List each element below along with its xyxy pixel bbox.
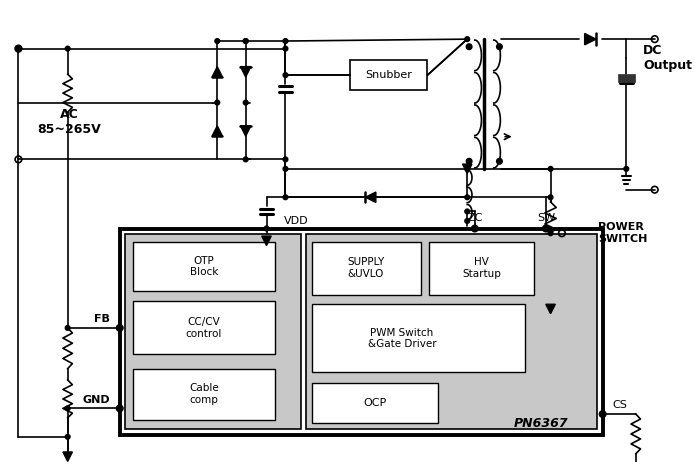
Circle shape bbox=[548, 166, 553, 171]
Bar bbox=[120, 228, 603, 435]
Circle shape bbox=[497, 159, 502, 164]
Bar bbox=[133, 242, 275, 291]
Circle shape bbox=[243, 157, 248, 162]
Circle shape bbox=[543, 225, 549, 232]
Circle shape bbox=[283, 46, 288, 51]
Circle shape bbox=[243, 100, 248, 105]
Polygon shape bbox=[240, 66, 251, 77]
Circle shape bbox=[466, 159, 472, 164]
Text: PWM Switch
&Gate Driver: PWM Switch &Gate Driver bbox=[368, 328, 436, 349]
Text: ZC: ZC bbox=[467, 213, 482, 223]
Circle shape bbox=[465, 218, 470, 223]
Circle shape bbox=[548, 231, 553, 236]
Circle shape bbox=[465, 166, 470, 171]
Circle shape bbox=[65, 325, 70, 330]
Polygon shape bbox=[240, 126, 251, 136]
Circle shape bbox=[471, 225, 478, 232]
Polygon shape bbox=[366, 192, 376, 202]
Polygon shape bbox=[212, 126, 222, 136]
Circle shape bbox=[117, 405, 123, 412]
Bar bbox=[312, 383, 438, 423]
Text: OCP: OCP bbox=[363, 398, 387, 408]
Text: CS: CS bbox=[612, 399, 627, 409]
Circle shape bbox=[264, 226, 269, 231]
Polygon shape bbox=[63, 452, 72, 461]
Circle shape bbox=[16, 46, 21, 51]
Circle shape bbox=[243, 38, 248, 43]
Text: OTP
Block: OTP Block bbox=[190, 256, 218, 277]
Circle shape bbox=[65, 406, 70, 411]
Circle shape bbox=[497, 44, 502, 49]
Polygon shape bbox=[462, 164, 472, 173]
Circle shape bbox=[65, 46, 70, 51]
Circle shape bbox=[465, 37, 470, 41]
Text: Cable
comp: Cable comp bbox=[189, 383, 219, 405]
Bar bbox=[312, 304, 525, 372]
Text: SW: SW bbox=[537, 213, 555, 223]
Polygon shape bbox=[546, 304, 555, 314]
Polygon shape bbox=[212, 66, 222, 77]
Circle shape bbox=[465, 209, 470, 214]
Text: CC/CV
control: CC/CV control bbox=[186, 317, 222, 339]
Text: POWER
SWITCH: POWER SWITCH bbox=[598, 222, 647, 244]
Circle shape bbox=[599, 411, 606, 418]
Polygon shape bbox=[584, 33, 596, 45]
Bar bbox=[430, 242, 534, 295]
Text: FB: FB bbox=[95, 314, 111, 324]
Text: Snubber: Snubber bbox=[365, 70, 412, 80]
Circle shape bbox=[215, 100, 220, 105]
Circle shape bbox=[283, 195, 288, 200]
Circle shape bbox=[65, 435, 70, 439]
Text: AC
85~265V: AC 85~265V bbox=[38, 107, 101, 135]
Circle shape bbox=[548, 195, 553, 200]
Circle shape bbox=[283, 38, 288, 43]
Bar bbox=[133, 302, 275, 354]
Polygon shape bbox=[631, 466, 641, 475]
Bar bbox=[350, 60, 427, 90]
Bar bbox=[618, 74, 635, 82]
Bar bbox=[306, 234, 597, 429]
Circle shape bbox=[624, 166, 629, 171]
Bar bbox=[125, 234, 301, 429]
Text: DC
Output: DC Output bbox=[644, 44, 692, 72]
Text: GND: GND bbox=[83, 395, 111, 405]
Circle shape bbox=[283, 157, 288, 162]
Polygon shape bbox=[262, 236, 271, 246]
Circle shape bbox=[283, 73, 288, 77]
Circle shape bbox=[465, 195, 470, 200]
Circle shape bbox=[243, 38, 248, 43]
Text: HV
Startup: HV Startup bbox=[462, 257, 501, 279]
Bar bbox=[312, 242, 421, 295]
Text: PN6367: PN6367 bbox=[514, 417, 569, 430]
Circle shape bbox=[117, 324, 123, 331]
Circle shape bbox=[466, 44, 472, 49]
Circle shape bbox=[283, 166, 288, 171]
Text: VDD: VDD bbox=[284, 216, 308, 226]
Text: SUPPLY
&UVLO: SUPPLY &UVLO bbox=[348, 257, 384, 279]
Circle shape bbox=[215, 38, 220, 43]
Bar bbox=[133, 369, 275, 420]
